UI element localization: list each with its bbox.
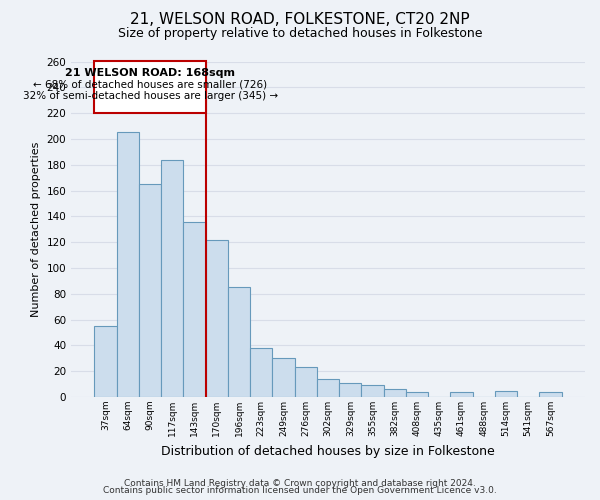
Bar bbox=[361, 386, 383, 397]
Bar bbox=[139, 184, 161, 397]
Text: ← 68% of detached houses are smaller (726): ← 68% of detached houses are smaller (72… bbox=[33, 80, 267, 90]
Bar bbox=[250, 348, 272, 397]
Bar bbox=[339, 383, 361, 397]
Bar bbox=[184, 222, 206, 397]
Bar bbox=[539, 392, 562, 397]
Bar bbox=[295, 368, 317, 397]
Text: 21, WELSON ROAD, FOLKESTONE, CT20 2NP: 21, WELSON ROAD, FOLKESTONE, CT20 2NP bbox=[130, 12, 470, 28]
Bar bbox=[383, 390, 406, 397]
Text: Contains public sector information licensed under the Open Government Licence v3: Contains public sector information licen… bbox=[103, 486, 497, 495]
Bar bbox=[206, 240, 228, 397]
Bar bbox=[451, 392, 473, 397]
Text: Size of property relative to detached houses in Folkestone: Size of property relative to detached ho… bbox=[118, 28, 482, 40]
Text: Contains HM Land Registry data © Crown copyright and database right 2024.: Contains HM Land Registry data © Crown c… bbox=[124, 478, 476, 488]
Bar bbox=[161, 160, 184, 397]
Bar bbox=[228, 288, 250, 397]
Bar bbox=[495, 390, 517, 397]
Bar bbox=[117, 132, 139, 397]
Y-axis label: Number of detached properties: Number of detached properties bbox=[31, 142, 41, 317]
Text: 21 WELSON ROAD: 168sqm: 21 WELSON ROAD: 168sqm bbox=[65, 68, 235, 78]
Bar bbox=[94, 62, 206, 113]
Text: 32% of semi-detached houses are larger (345) →: 32% of semi-detached houses are larger (… bbox=[23, 91, 278, 101]
Bar bbox=[406, 392, 428, 397]
Bar bbox=[272, 358, 295, 397]
Bar bbox=[94, 326, 117, 397]
X-axis label: Distribution of detached houses by size in Folkestone: Distribution of detached houses by size … bbox=[161, 444, 495, 458]
Bar bbox=[317, 379, 339, 397]
